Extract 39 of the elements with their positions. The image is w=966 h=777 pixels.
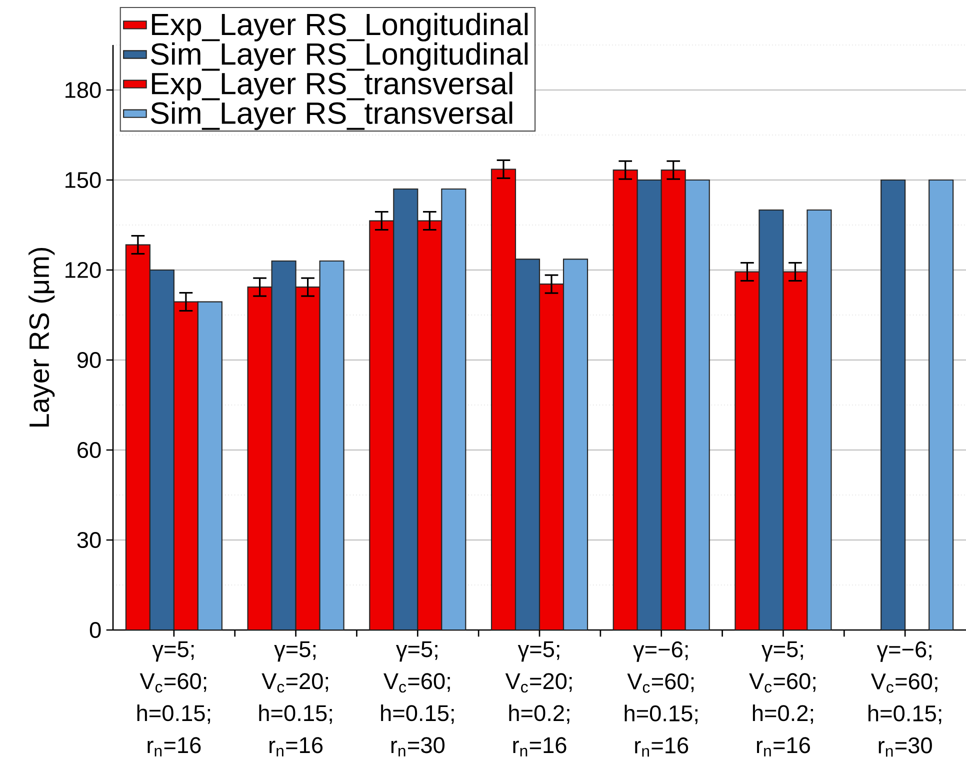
bar [660,170,686,630]
bar [295,286,320,630]
bar [173,301,198,630]
x-tick-label: γ=−6; V$_{c}$=60; h=0.15; r$_{n}$=30 [868,641,942,757]
bar [417,220,442,630]
x-tick-label: γ=5; V$_{c}$=60; h=0.2; r$_{n}$=16 [749,641,816,756]
bar [247,286,272,630]
bar [149,269,174,630]
bar [636,179,662,630]
y-tick-label: 120 [66,262,101,278]
y-tick-label: 30 [77,532,101,548]
y-axis-title: Layer RS (μm) [28,248,55,426]
bar [758,209,784,630]
legend-label: Exp_Layer RS_Longitudinal [152,12,528,42]
bar [928,179,954,630]
bar [514,258,540,630]
y-tick-label: 90 [77,352,101,368]
bar [393,188,418,630]
x-tick-label: γ=5; V$_{c}$=60; h=0.15; r$_{n}$=30 [381,641,454,756]
bar [782,271,808,630]
bar [369,220,394,630]
bar [125,244,150,630]
bar [490,168,516,630]
bar [734,271,760,630]
legend-label: Exp_Layer RS_transversal [152,72,512,101]
legend-label: Sim_Layer RS_transversal [150,101,512,130]
x-tick-label: γ=5; V$_{c}$=60; h=0.15; r$_{n}$=16 [137,641,210,756]
x-tick-label: γ=−6; V$_{c}$=60; h=0.15; r$_{n}$=16 [624,641,698,757]
bar [538,284,564,630]
x-tick-label: γ=5; V$_{c}$=20; h=0.15; r$_{n}$=16 [259,641,332,756]
y-tick-label: 180 [66,82,101,98]
bar [271,260,296,630]
y-tick-label: 0 [90,622,101,638]
bar [612,170,638,630]
x-tick-label: γ=5; V$_{c}$=20; h=0.2; r$_{n}$=16 [505,641,572,756]
y-tick-label: 60 [78,442,101,458]
legend-label: Sim_Layer RS_Longitudinal [150,42,528,71]
bar [880,179,906,630]
y-tick-label: 150 [66,172,101,188]
